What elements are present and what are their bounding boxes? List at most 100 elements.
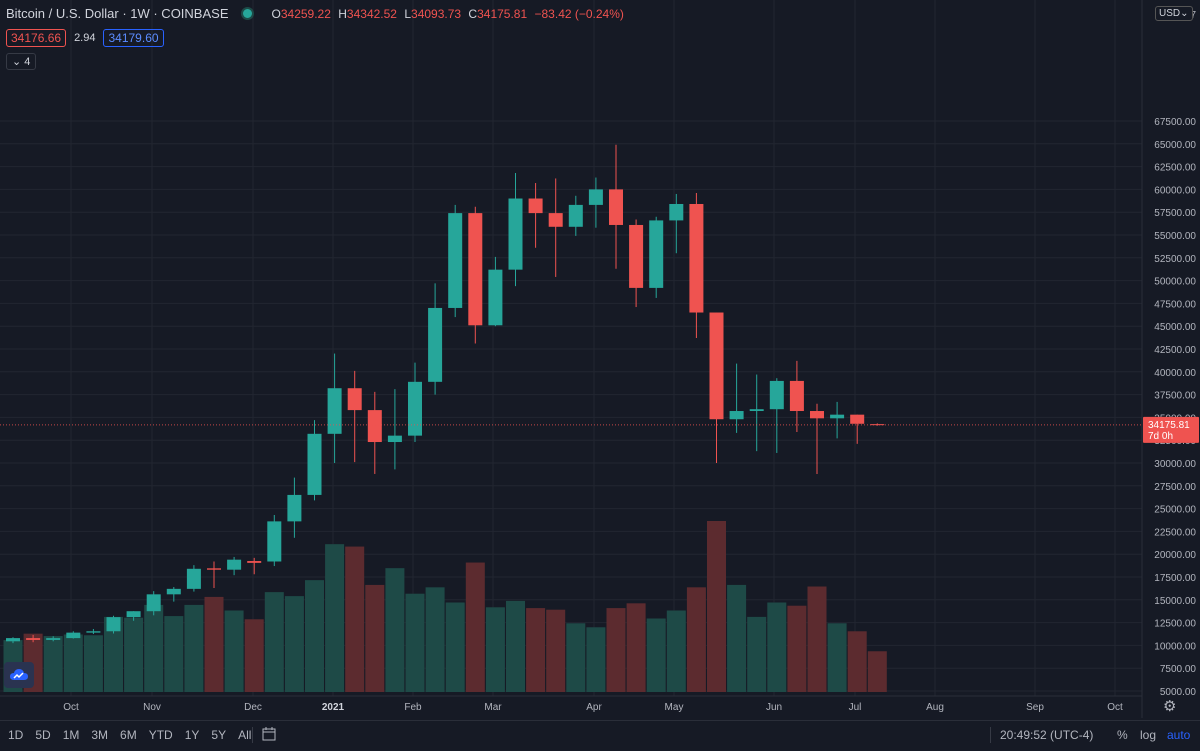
ohlc-values: O34259.22 H34342.52 L34093.73 C34175.81 … bbox=[271, 6, 624, 21]
volume-bar bbox=[506, 600, 525, 692]
time-tick-label: May bbox=[665, 702, 684, 713]
percent-scale-toggle[interactable]: % bbox=[1117, 728, 1128, 742]
candle-body bbox=[850, 414, 865, 424]
volume-bar bbox=[646, 618, 666, 692]
divider bbox=[252, 727, 253, 743]
market-status-dot bbox=[242, 9, 252, 18]
candle-body bbox=[468, 213, 483, 326]
candle-body bbox=[26, 638, 41, 640]
candle-body bbox=[66, 632, 81, 639]
time-tick-label: Sep bbox=[1026, 702, 1044, 713]
candle-body bbox=[307, 433, 322, 495]
candle-body bbox=[387, 435, 402, 443]
currency-select[interactable]: USD⌄ bbox=[1155, 6, 1193, 21]
price-tick-label: 27500.00 bbox=[1154, 482, 1196, 493]
candle-body bbox=[126, 611, 141, 618]
volume-bar bbox=[747, 616, 767, 692]
volume-bar bbox=[405, 593, 425, 692]
cloud-icon bbox=[10, 669, 28, 680]
candle-body bbox=[508, 198, 523, 270]
range-1y[interactable]: 1Y bbox=[184, 728, 200, 742]
candle-body bbox=[46, 638, 61, 640]
volume-bar bbox=[707, 521, 726, 692]
volume-bar bbox=[224, 610, 244, 692]
price-tick-label: 47500.00 bbox=[1154, 299, 1196, 310]
volume-bar bbox=[727, 584, 747, 692]
volume-bar bbox=[586, 627, 606, 692]
price-tick-label: 15000.00 bbox=[1154, 596, 1196, 607]
time-tick-label: Nov bbox=[143, 702, 161, 713]
time-tick-label: Aug bbox=[926, 702, 944, 713]
divider bbox=[990, 727, 991, 743]
time-tick-label: Oct bbox=[63, 702, 79, 713]
range-3m[interactable]: 3M bbox=[91, 728, 109, 742]
volume-bar bbox=[305, 580, 324, 692]
candle-body bbox=[629, 224, 644, 288]
price-tick-label: 62500.00 bbox=[1154, 163, 1196, 174]
volume-bar bbox=[63, 634, 83, 692]
price-tick-label: 22500.00 bbox=[1154, 527, 1196, 538]
range-1m[interactable]: 1M bbox=[62, 728, 80, 742]
price-tick-label: 50000.00 bbox=[1154, 277, 1196, 288]
volume-bar bbox=[807, 586, 827, 692]
chevron-down-icon: ⌄ bbox=[1180, 8, 1189, 19]
volume-bar bbox=[124, 617, 144, 692]
volume-bar bbox=[827, 623, 847, 692]
candle-body bbox=[870, 424, 885, 426]
candle-body bbox=[588, 189, 603, 205]
range-6m[interactable]: 6M bbox=[120, 728, 137, 742]
chart-legend: Bitcoin / U.S. Dollar · 1W · COINBASE O3… bbox=[6, 6, 624, 21]
price-tick-label: 5000.00 bbox=[1160, 687, 1197, 698]
candle-body bbox=[689, 203, 704, 313]
price-tick-label: 55000.00 bbox=[1154, 231, 1196, 242]
range-all[interactable]: All bbox=[238, 728, 252, 742]
range-buttons: 1D 5D 1M 3M 6M YTD 1Y 5Y All bbox=[8, 728, 263, 742]
candle-body bbox=[729, 411, 744, 420]
candle-body bbox=[789, 380, 804, 412]
go-to-date-icon[interactable] bbox=[262, 727, 276, 744]
candle-body bbox=[166, 588, 181, 595]
low-value: 34093.73 bbox=[411, 6, 462, 21]
high-value: 34342.52 bbox=[346, 6, 397, 21]
range-ytd[interactable]: YTD bbox=[148, 728, 173, 742]
candle-body bbox=[207, 568, 221, 570]
candle-body bbox=[247, 561, 262, 563]
symbol-title[interactable]: Bitcoin / U.S. Dollar · 1W · COINBASE bbox=[6, 6, 229, 21]
change-value: −83.42 (−0.24%) bbox=[534, 6, 624, 21]
candle-body bbox=[86, 631, 101, 633]
volume-bar bbox=[144, 604, 164, 692]
volume-bar bbox=[284, 596, 304, 692]
range-1d[interactable]: 1D bbox=[8, 728, 24, 742]
currency-label: USD bbox=[1159, 8, 1181, 19]
candle-body bbox=[749, 409, 764, 412]
log-scale-toggle[interactable]: log bbox=[1140, 728, 1157, 742]
range-5d[interactable]: 5D bbox=[35, 728, 51, 742]
settings-gear-icon[interactable]: ⚙ bbox=[1163, 698, 1177, 715]
sell-price-button[interactable]: 34176.66 bbox=[6, 29, 67, 47]
candle-body bbox=[6, 638, 20, 642]
price-tick-label: 7 bbox=[1190, 10, 1196, 21]
indicators-toggle[interactable]: ⌄ 4 bbox=[6, 53, 37, 70]
auto-scale-toggle[interactable]: auto bbox=[1167, 728, 1191, 742]
price-axis bbox=[1142, 0, 1200, 718]
clock-timezone[interactable]: 20:49:52 (UTC-4) bbox=[1000, 728, 1094, 742]
candle-body bbox=[408, 381, 422, 436]
candle-body bbox=[548, 213, 563, 227]
volume-bar bbox=[83, 635, 103, 692]
price-tick-label: 40000.00 bbox=[1154, 368, 1196, 379]
range-5y[interactable]: 5Y bbox=[211, 728, 227, 742]
buy-price-button[interactable]: 34179.60 bbox=[103, 29, 164, 47]
candle-body bbox=[428, 307, 443, 382]
candle-body bbox=[327, 388, 342, 434]
volume-bar bbox=[767, 602, 787, 692]
tradingview-logo[interactable] bbox=[4, 662, 34, 688]
volume-bar bbox=[385, 568, 405, 692]
volume-bar bbox=[485, 607, 505, 692]
price-tick-label: 45000.00 bbox=[1154, 322, 1196, 333]
volume-bar bbox=[847, 631, 867, 692]
volume-bar bbox=[204, 596, 224, 692]
candle-body bbox=[106, 617, 121, 632]
candle-body bbox=[568, 204, 583, 227]
volume-bar bbox=[465, 562, 485, 692]
candlestick-chart[interactable]: 7 67500.00 65000.00 62500.00 60000.00 57500.0… bbox=[0, 0, 1200, 720]
